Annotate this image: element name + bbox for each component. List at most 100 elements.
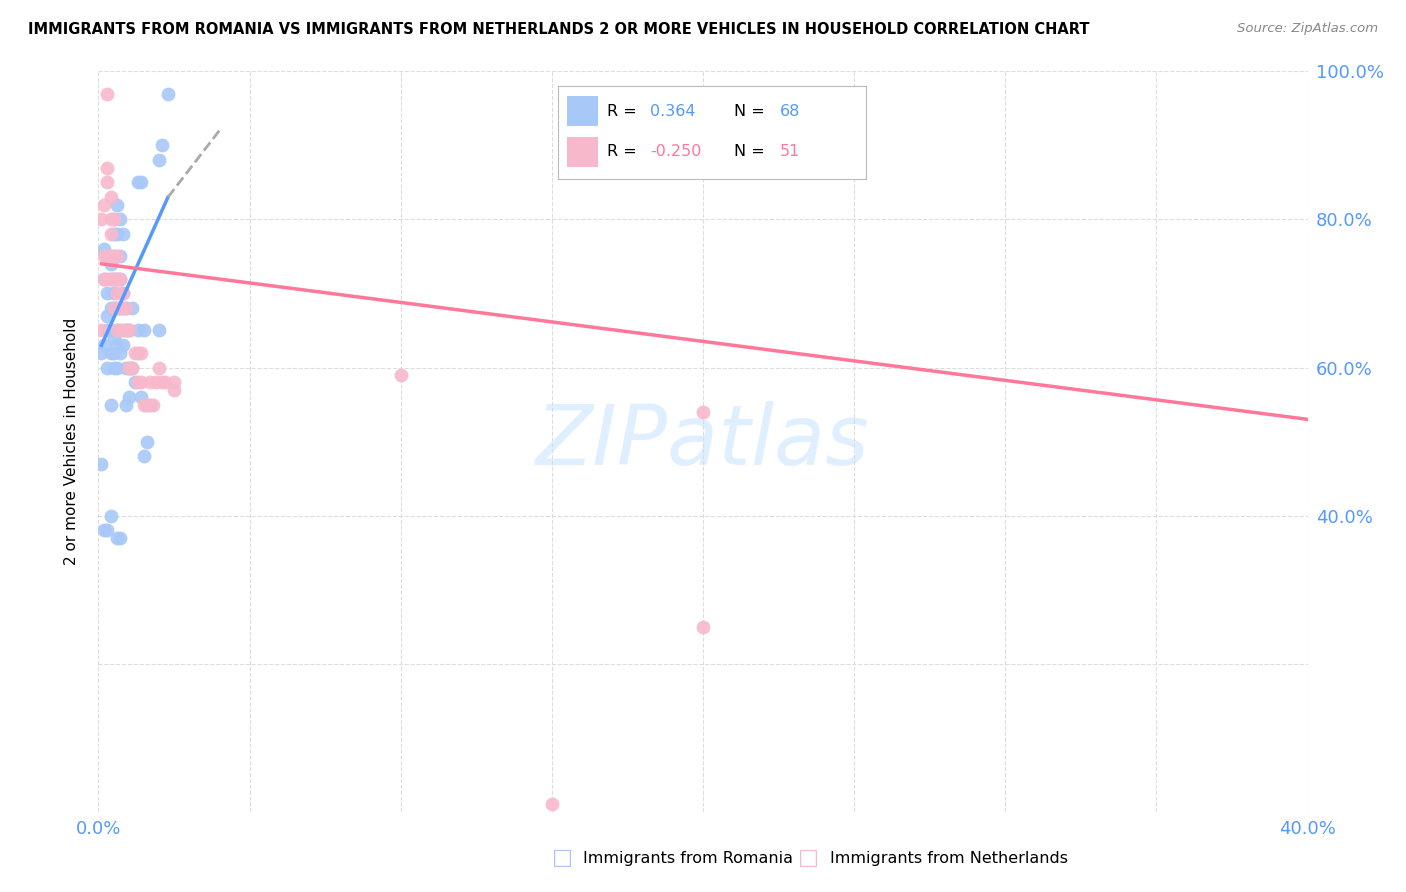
Point (105, 271, 128, 285)
Point (108, 531, 131, 545)
Point (103, 360, 125, 375)
Point (129, 376, 152, 390)
Point (90, 212, 112, 227)
Point (100, 398, 122, 412)
Point (118, 390, 141, 404)
Point (108, 271, 131, 285)
Point (105, 271, 128, 285)
Point (100, 324, 122, 338)
Text: Source: ZipAtlas.com: Source: ZipAtlas.com (1237, 22, 1378, 36)
Point (103, 301, 125, 316)
Point (114, 301, 136, 316)
Point (103, 250, 125, 264)
Point (105, 250, 128, 264)
Text: □: □ (799, 848, 818, 868)
Point (139, 398, 162, 412)
Point (135, 398, 157, 412)
Point (90, 324, 112, 338)
Point (114, 360, 136, 375)
Point (103, 301, 125, 316)
Point (93, 242, 115, 256)
Point (108, 212, 131, 227)
Point (150, 138, 173, 153)
Point (111, 301, 134, 316)
Point (105, 324, 128, 338)
Point (135, 434, 157, 449)
Point (100, 190, 122, 204)
Text: IMMIGRANTS FROM ROMANIA VS IMMIGRANTS FROM NETHERLANDS 2 OR MORE VEHICLES IN HOU: IMMIGRANTS FROM ROMANIA VS IMMIGRANTS FR… (28, 22, 1090, 37)
Point (96, 286, 118, 301)
Point (389, 368, 412, 382)
Point (132, 450, 155, 464)
Point (111, 338, 134, 352)
Point (100, 271, 122, 285)
Point (103, 271, 125, 285)
Point (153, 376, 176, 390)
Point (108, 250, 131, 264)
Point (96, 324, 118, 338)
Point (93, 197, 115, 211)
Point (100, 250, 122, 264)
Point (108, 271, 131, 285)
Point (127, 324, 149, 338)
Point (103, 286, 125, 301)
Point (108, 301, 131, 316)
Point (127, 376, 149, 390)
Point (103, 212, 125, 227)
Point (156, 87, 179, 101)
Point (96, 309, 118, 323)
Point (148, 153, 170, 168)
Point (111, 286, 134, 301)
Point (93, 338, 115, 352)
Point (96, 524, 118, 538)
Point (96, 360, 118, 375)
Point (692, 619, 714, 633)
Text: Immigrants from Romania: Immigrants from Romania (583, 851, 793, 865)
Point (96, 175, 118, 190)
Point (163, 376, 186, 390)
Text: ZIPatlas: ZIPatlas (536, 401, 870, 482)
Point (103, 212, 125, 227)
Point (100, 212, 122, 227)
Point (148, 324, 170, 338)
Point (127, 345, 149, 359)
Point (124, 376, 146, 390)
Point (103, 345, 125, 359)
Point (121, 301, 143, 316)
Point (100, 227, 122, 242)
Point (105, 324, 128, 338)
Point (148, 360, 170, 375)
Point (100, 271, 122, 285)
Text: □: □ (553, 848, 572, 868)
Text: Immigrants from Netherlands: Immigrants from Netherlands (830, 851, 1067, 865)
Point (93, 271, 115, 285)
Point (114, 398, 136, 412)
Point (142, 398, 165, 412)
Point (93, 250, 115, 264)
Point (100, 508, 122, 523)
Point (540, 797, 562, 812)
Point (118, 324, 141, 338)
Point (121, 360, 143, 375)
Point (145, 376, 167, 390)
Point (90, 457, 112, 471)
Y-axis label: 2 or more Vehicles in Household: 2 or more Vehicles in Household (65, 318, 79, 566)
Point (139, 376, 162, 390)
Point (93, 524, 115, 538)
Point (114, 324, 136, 338)
Point (103, 227, 125, 242)
Point (105, 227, 128, 242)
Point (93, 271, 115, 285)
Point (103, 331, 125, 345)
Point (105, 286, 128, 301)
Point (127, 175, 149, 190)
Point (118, 324, 141, 338)
Point (103, 250, 125, 264)
Point (96, 87, 118, 101)
Point (108, 301, 131, 316)
Point (108, 324, 131, 338)
Point (132, 324, 155, 338)
Point (96, 271, 118, 285)
Point (129, 175, 152, 190)
Point (105, 531, 128, 545)
